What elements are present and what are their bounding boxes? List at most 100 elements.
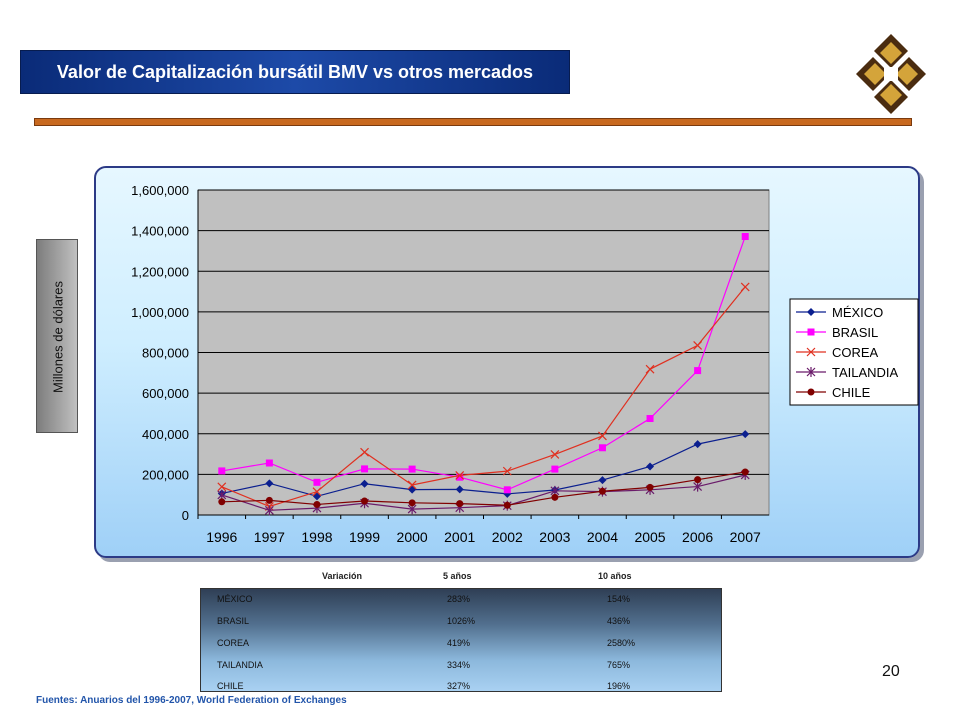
source-note: Fuentes: Anuarios del 1996-2007, World F… bbox=[36, 695, 347, 706]
y-axis-label-box: Millones de dólares bbox=[36, 239, 78, 433]
data-point-chile bbox=[218, 498, 226, 506]
ten-year-cell: 196% bbox=[607, 681, 631, 691]
ten-year-cell: 765% bbox=[607, 660, 631, 670]
country-cell: MÉXICO bbox=[217, 594, 253, 604]
x-tick-label: 2006 bbox=[682, 529, 713, 545]
data-point-chile bbox=[598, 487, 606, 495]
x-tick-label: 2003 bbox=[539, 529, 570, 545]
y-tick-label: 1,600,000 bbox=[131, 183, 189, 198]
y-tick-label: 1,200,000 bbox=[131, 264, 189, 279]
table-row: TAILANDIA 334% 765% bbox=[201, 660, 721, 674]
x-tick-label: 2004 bbox=[587, 529, 618, 545]
legend-marker-brasil bbox=[807, 328, 815, 336]
data-point-brasil bbox=[551, 465, 559, 473]
data-point-brasil bbox=[646, 415, 654, 423]
data-point-corea bbox=[502, 466, 512, 476]
data-point-chile bbox=[503, 501, 511, 509]
legend-label: COREA bbox=[832, 345, 879, 360]
data-point-brasil bbox=[741, 233, 749, 241]
header-divider bbox=[34, 118, 912, 126]
series-line-tailandia bbox=[221, 474, 746, 511]
legend-marker-chile bbox=[807, 388, 815, 396]
data-point-corea bbox=[360, 447, 369, 457]
series-line-brasil bbox=[221, 236, 746, 491]
data-point-tailandia bbox=[264, 505, 274, 516]
legend-label: BRASIL bbox=[832, 325, 878, 340]
variation-table: MÉXICO 283% 154% BRASIL 1026% 436% COREA… bbox=[200, 588, 722, 692]
table-header-5-years: 5 años bbox=[443, 571, 472, 581]
data-point-corea bbox=[407, 480, 417, 490]
y-tick-label: 0 bbox=[182, 508, 189, 523]
data-point-brasil bbox=[694, 367, 702, 375]
data-point-corea bbox=[740, 282, 750, 292]
legend-label: MÉXICO bbox=[832, 305, 883, 320]
data-point-mexico bbox=[360, 479, 369, 488]
data-point-chile bbox=[408, 499, 416, 507]
ten-year-cell: 436% bbox=[607, 616, 631, 626]
table-header-10-years: 10 años bbox=[598, 571, 632, 581]
country-cell: BRASIL bbox=[217, 616, 250, 626]
country-cell: COREA bbox=[217, 638, 250, 648]
data-point-brasil bbox=[456, 473, 464, 481]
five-year-cell: 327% bbox=[447, 681, 471, 691]
x-tick-label: 2005 bbox=[634, 529, 665, 545]
x-tick-label: 1999 bbox=[349, 529, 380, 545]
data-point-mexico bbox=[265, 479, 274, 488]
organization-logo bbox=[856, 34, 926, 114]
y-tick-label: 800,000 bbox=[142, 346, 189, 361]
data-point-corea bbox=[550, 450, 560, 459]
data-point-corea bbox=[217, 482, 227, 492]
five-year-cell: 1026% bbox=[447, 616, 476, 626]
legend-marker-corea bbox=[806, 347, 816, 357]
data-point-chile bbox=[646, 483, 654, 491]
x-tick-label: 2002 bbox=[492, 529, 523, 545]
five-year-cell: 334% bbox=[447, 660, 471, 670]
data-point-brasil bbox=[361, 465, 369, 473]
data-point-corea bbox=[645, 364, 655, 374]
page-title-box: Valor de Capitalización bursátil BMV vs … bbox=[20, 50, 570, 94]
legend-label: TAILANDIA bbox=[832, 365, 899, 380]
x-tick-label: 1997 bbox=[254, 529, 285, 545]
data-point-corea bbox=[455, 470, 465, 480]
five-year-cell: 419% bbox=[447, 638, 471, 648]
data-point-chile bbox=[313, 500, 321, 508]
x-tick-label: 1998 bbox=[301, 529, 332, 545]
data-point-brasil bbox=[313, 478, 321, 486]
data-point-brasil bbox=[503, 486, 511, 494]
y-tick-label: 1,000,000 bbox=[131, 305, 189, 320]
legend-marker-tailandia bbox=[806, 367, 816, 377]
table-row: CHILE 327% 196% bbox=[201, 681, 721, 695]
x-tick-label: 1996 bbox=[206, 529, 237, 545]
data-point-brasil bbox=[218, 467, 226, 475]
five-year-cell: 283% bbox=[447, 594, 471, 604]
data-point-brasil bbox=[598, 444, 606, 452]
x-tick-label: 2007 bbox=[730, 529, 761, 545]
legend-label: CHILE bbox=[832, 385, 871, 400]
x-tick-label: 2000 bbox=[397, 529, 428, 545]
x-tick-label: 2001 bbox=[444, 529, 475, 545]
data-point-mexico bbox=[598, 476, 607, 485]
data-point-tailandia bbox=[693, 481, 703, 492]
data-point-tailandia bbox=[217, 489, 227, 500]
country-cell: CHILE bbox=[217, 681, 244, 691]
table-header-variacion: Variación bbox=[322, 571, 363, 581]
page-number: 20 bbox=[882, 663, 900, 680]
data-point-mexico bbox=[455, 485, 464, 494]
y-tick-label: 1,400,000 bbox=[131, 224, 189, 239]
table-row: BRASIL 1026% 436% bbox=[201, 616, 721, 630]
ten-year-cell: 2580% bbox=[607, 638, 636, 648]
y-tick-label: 400,000 bbox=[142, 427, 189, 442]
data-point-mexico bbox=[741, 430, 750, 439]
country-cell: TAILANDIA bbox=[217, 660, 263, 670]
y-tick-label: 200,000 bbox=[142, 467, 189, 482]
data-point-chile bbox=[456, 500, 464, 508]
data-point-chile bbox=[265, 496, 273, 504]
data-point-brasil bbox=[265, 459, 273, 467]
table-row: MÉXICO 283% 154% bbox=[201, 594, 721, 608]
data-point-chile bbox=[361, 497, 369, 505]
data-point-chile bbox=[741, 468, 749, 476]
series-line-chile bbox=[221, 471, 746, 506]
ten-year-cell: 154% bbox=[607, 594, 631, 604]
data-point-mexico bbox=[646, 462, 655, 471]
